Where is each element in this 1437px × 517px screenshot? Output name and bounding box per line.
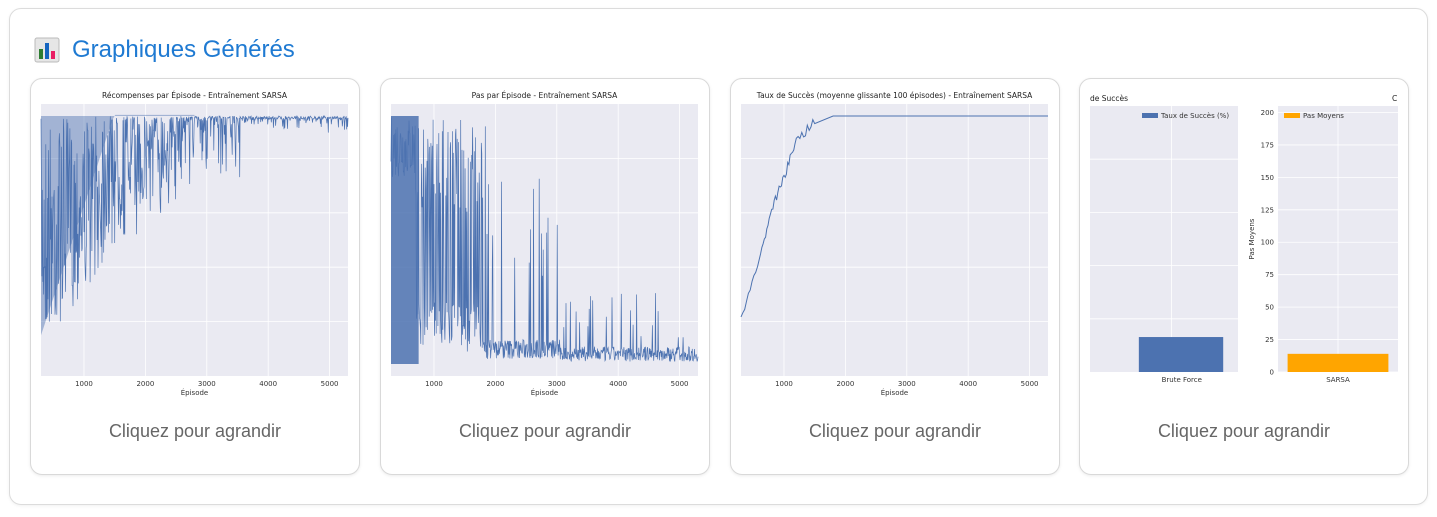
y-tick-label: 125 (1261, 206, 1274, 214)
x-tick-label: 4000 (609, 380, 627, 388)
card-caption: Cliquez pour agrandir (108, 421, 282, 441)
legend-label: Taux de Succès (%) (1160, 112, 1229, 120)
plot-area (741, 104, 1048, 376)
x-tick-label: 5000 (1021, 380, 1039, 388)
card-caption: Cliquez pour agrandir (808, 421, 982, 441)
plot-area (1090, 106, 1238, 372)
chart-card-comparison[interactable]: de Succès C Taux de Succès (%) Brute Force 0… (1079, 78, 1409, 475)
x-axis-label: Épisode (531, 388, 559, 397)
y-tick-label: 175 (1261, 141, 1274, 149)
x-tick-label: Brute Force (1162, 376, 1202, 384)
legend-swatch (1284, 113, 1300, 118)
card-caption: Cliquez pour agrandir (1157, 421, 1331, 441)
x-axis-label: Épisode (881, 388, 909, 397)
panel-header: Graphiques Générés (34, 35, 295, 65)
chart-card-steps[interactable]: 1000 2000 3000 4000 5000 Pas par Épisode - En… (380, 78, 710, 475)
y-tick-label: 150 (1261, 174, 1274, 182)
chart-title-left: de Succès (1090, 94, 1128, 103)
y-tick-label: 75 (1265, 271, 1274, 279)
x-tick-label: 1000 (775, 380, 793, 388)
x-tick-label: 3000 (548, 380, 566, 388)
comparison-chart: de Succès C Taux de Succès (%) Brute Force 0… (1090, 94, 1398, 384)
y-tick-label: 0 (1270, 369, 1274, 377)
card-caption: Cliquez pour agrandir (458, 421, 632, 441)
series-line (390, 117, 699, 362)
chart-title-right: C (1392, 94, 1397, 103)
rewards-chart: 1000 2000 3000 4000 5000 Récompenses par Épis… (40, 91, 349, 397)
x-tick-label: 4000 (959, 380, 977, 388)
steps-chart: 1000 2000 3000 4000 5000 Pas par Épisode - En… (390, 91, 699, 397)
x-tick-label: 4000 (259, 380, 277, 388)
y-tick-label: 50 (1265, 304, 1274, 312)
legend-swatch (1142, 113, 1158, 118)
series-line (40, 115, 349, 322)
bar-chart-icon (34, 37, 60, 63)
x-tick-label: 2000 (486, 380, 504, 388)
series-dense-block (391, 116, 419, 364)
x-tick-label: 1000 (425, 380, 443, 388)
x-tick-label: 2000 (836, 380, 854, 388)
x-tick-label: 1000 (75, 380, 93, 388)
x-tick-label: 5000 (671, 380, 689, 388)
charts-panel: Graphiques Générés 1000 2000 3000 4000 5000 R… (9, 8, 1428, 505)
series-envelope (41, 114, 195, 336)
x-axis-label: Épisode (181, 388, 209, 397)
success-rate-chart: 1000 2000 3000 4000 5000 Taux de Succès (moye… (740, 91, 1048, 397)
series-line (740, 115, 1048, 318)
chart-card-rewards[interactable]: 1000 2000 3000 4000 5000 Récompenses par Épis… (30, 78, 360, 475)
x-tick-label: 3000 (198, 380, 216, 388)
y-axis-label: Pas Moyens (1248, 218, 1256, 259)
chart-card-success-rate[interactable]: 1000 2000 3000 4000 5000 Taux de Succès (moye… (730, 78, 1060, 475)
chart-title: Récompenses par Épisode - Entraînement S… (102, 91, 288, 100)
y-tick-label: 100 (1261, 239, 1274, 247)
bar (1138, 337, 1224, 372)
y-tick-label: 200 (1261, 109, 1274, 117)
x-tick-label: 2000 (136, 380, 154, 388)
y-tick-label: 25 (1265, 336, 1274, 344)
panel-title: Graphiques Générés (72, 36, 295, 63)
legend-label: Pas Moyens (1303, 112, 1344, 120)
x-tick-label: 5000 (321, 380, 339, 388)
bar (1287, 353, 1389, 372)
x-tick-label: SARSA (1326, 376, 1350, 384)
x-tick-label: 3000 (898, 380, 916, 388)
chart-title: Taux de Succès (moyenne glissante 100 ép… (756, 91, 1033, 100)
chart-title: Pas par Épisode - Entraînement SARSA (472, 91, 619, 100)
